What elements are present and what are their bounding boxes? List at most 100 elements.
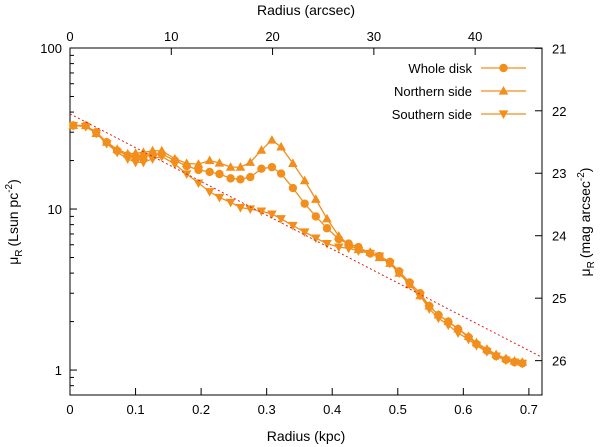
x-tick-label: 0.5 <box>389 402 407 417</box>
tick-labels: 0 0.1 0.2 0.3 0.4 0.5 0.6 0.7 0 10 20 30 40 1 10 100 21 2… <box>40 29 566 417</box>
series-layer <box>68 113 543 369</box>
data-point <box>288 183 298 193</box>
data-point <box>267 162 277 172</box>
data-point <box>311 234 321 244</box>
data-point <box>235 204 246 213</box>
data-point <box>333 243 344 253</box>
x-tick-label: 0.1 <box>127 402 145 417</box>
data-point <box>374 252 385 262</box>
data-point <box>424 305 435 314</box>
data-point <box>91 129 102 139</box>
fit-line <box>69 113 543 358</box>
data-point <box>311 194 321 203</box>
data-point <box>482 348 492 357</box>
data-point <box>385 259 395 269</box>
series-3 <box>69 113 543 358</box>
data-point <box>453 329 463 338</box>
right-axis-title-unit-end: ) <box>577 168 593 173</box>
x-tick-label: 0.4 <box>323 402 341 417</box>
x2-tick-label: 40 <box>468 29 482 44</box>
y2-tick-label: 22 <box>552 104 566 119</box>
legend-label: Southern side <box>392 107 472 122</box>
data-point <box>471 341 482 351</box>
data-point <box>214 193 225 203</box>
data-point <box>226 174 235 183</box>
data-point <box>80 123 91 132</box>
series-2 <box>68 121 528 369</box>
data-point <box>433 314 444 324</box>
data-point <box>509 358 520 368</box>
y2-tick-label: 25 <box>552 291 566 306</box>
x-tick-label: 0.3 <box>258 402 276 417</box>
x-tick-label: 0.7 <box>520 402 538 417</box>
data-point <box>101 139 112 149</box>
data-point <box>333 230 344 240</box>
legend-marker <box>499 63 508 73</box>
data-point <box>501 356 511 366</box>
data-point <box>353 247 364 256</box>
y-axis-title-unit: (Lsun pc <box>5 193 21 247</box>
x-tick-label: 0.6 <box>454 402 472 417</box>
legend-label: Northern side <box>394 84 472 99</box>
data-point <box>404 280 415 290</box>
y-axis-title-mu: μ <box>5 257 21 265</box>
data-point <box>204 188 215 197</box>
x-tick-label: 0.2 <box>192 402 210 417</box>
y2-tick-label: 23 <box>552 166 566 181</box>
y-tick-label: 10 <box>48 202 62 217</box>
data-point <box>517 359 528 369</box>
data-point <box>322 224 332 233</box>
plot-frame <box>69 47 543 396</box>
x2-tick-label: 0 <box>66 29 73 44</box>
x-axis-title: Radius (kpc) <box>267 428 346 444</box>
data-point <box>156 152 167 162</box>
data-point <box>256 145 267 154</box>
data-point <box>288 158 298 168</box>
data-point <box>122 155 133 164</box>
legend: Whole disk Northern side Southern side <box>392 61 526 122</box>
y2-tick-label: 21 <box>552 41 566 56</box>
data-point <box>225 198 236 208</box>
data-point <box>156 145 167 155</box>
data-point <box>205 167 214 177</box>
x-tick-label: 0 <box>66 402 73 417</box>
x2-tick-label: 20 <box>265 29 279 44</box>
data-point <box>256 207 267 217</box>
data-point <box>235 162 246 171</box>
y-axis-title-unit-end: ) <box>5 179 21 184</box>
y-tick-label: 100 <box>40 41 62 56</box>
data-point <box>147 145 158 155</box>
y-axis-title: μR (Lsun pc-2) <box>4 179 25 265</box>
legend-label: Whole disk <box>408 61 472 76</box>
data-point <box>204 155 215 165</box>
data-point <box>322 239 332 249</box>
data-point <box>267 210 277 220</box>
data-point <box>267 135 277 144</box>
data-point <box>194 165 203 175</box>
legend-marker <box>498 86 509 95</box>
right-axis-title-unit: (mag arcsec <box>577 181 593 258</box>
top-axis-title: Radius (arcsec) <box>257 2 355 18</box>
data-point <box>130 158 141 168</box>
data-point <box>288 221 298 231</box>
x2-tick-label: 30 <box>367 29 381 44</box>
data-point <box>181 158 192 168</box>
data-point <box>394 269 404 279</box>
data-point <box>276 215 286 224</box>
data-point <box>245 205 256 215</box>
y-axis-title-sub: R <box>14 249 25 256</box>
tick-marks <box>69 47 542 396</box>
data-point <box>170 153 180 163</box>
right-axis-title: μR (mag arcsec-2) <box>576 168 597 277</box>
right-axis-title-mu: μ <box>577 268 593 276</box>
data-point <box>257 164 266 173</box>
data-point <box>299 175 310 185</box>
data-point <box>343 244 354 254</box>
data-point <box>245 157 256 166</box>
data-point <box>181 170 192 180</box>
y-tick-label: 1 <box>55 363 62 378</box>
data-point <box>138 158 149 168</box>
data-point <box>68 121 79 131</box>
x2-tick-label: 10 <box>164 29 178 44</box>
